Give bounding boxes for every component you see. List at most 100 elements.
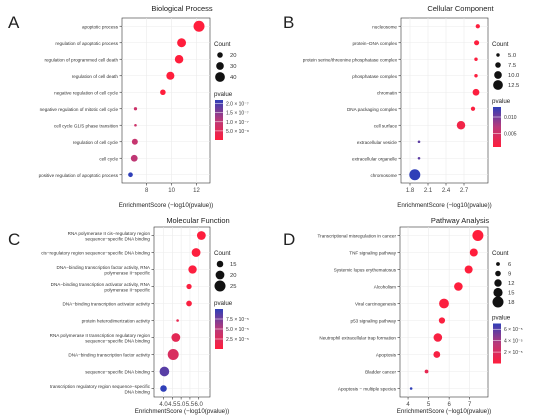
data-point: [133, 107, 138, 111]
data-point: [433, 351, 441, 358]
size-legend-dot: [216, 260, 224, 268]
size-legend-label: 20: [230, 273, 236, 279]
chart-title: Biological Process: [151, 4, 213, 13]
size-legend-label: 7.5: [508, 63, 516, 69]
size-legend-label: 12.5: [508, 83, 519, 89]
colorbar-tick-label: 5.0 × 10⁻⁸: [226, 129, 249, 135]
data-point: [456, 121, 466, 130]
colorbar-tick-label: 6 × 10⁻⁵: [504, 327, 523, 333]
size-legend-title: Count: [214, 250, 231, 257]
y-tick-label: Systemic lupus erythematosus: [334, 268, 397, 273]
color-legend-title: pvalue: [214, 300, 233, 307]
x-tick-label: 12: [193, 188, 200, 194]
size-legend-dot: [214, 280, 226, 292]
data-point: [454, 282, 463, 291]
y-tick-label: sequence−specific DNA binding: [85, 370, 150, 375]
size-legend-label: 15: [508, 291, 514, 297]
size-legend-title: Count: [492, 41, 509, 48]
colorbar-tick-label: 5.0 × 10⁻⁵: [226, 327, 249, 333]
data-point: [130, 154, 138, 162]
x-tick-label: 4: [406, 402, 410, 408]
x-tick-label: 6: [447, 402, 451, 408]
x-tick-label: 2.7: [460, 188, 469, 194]
y-tick-label: phosphatase complex: [352, 74, 397, 79]
panel-b: B Cellular Component 1.8 2.1 2.4 2.7 nucleosom…: [283, 4, 519, 209]
x-tick-label: 5.0: [177, 402, 186, 408]
data-point: [134, 123, 137, 127]
colorbar-tick-label: 4 × 10⁻⁵: [504, 339, 523, 345]
size-legend-label: 6: [508, 262, 511, 268]
size-legend-label: 30: [230, 64, 236, 70]
data-point: [160, 89, 166, 96]
data-point: [167, 349, 179, 360]
y-tick-label: Bladder cancer: [365, 370, 396, 375]
x-tick-label: 8: [145, 188, 149, 194]
size-legend-dot: [217, 52, 223, 58]
y-tick-label: Apoptosis: [376, 353, 397, 358]
size-legend-label: 25: [230, 284, 236, 290]
y-tick-label: cell surface: [374, 123, 398, 128]
y-tick-label: Alcoholism: [374, 285, 396, 290]
data-point: [186, 300, 192, 307]
data-point: [439, 298, 449, 309]
y-tick-label: DNA packaging complex: [347, 107, 398, 112]
size-legend-dot: [492, 296, 504, 308]
data-point: [472, 230, 484, 241]
y-tick-label: transcription regulatory region sequence…: [50, 384, 151, 394]
y-tick-label: regulation of programmed cell death: [44, 57, 118, 62]
color-legend-title: pvalue: [492, 98, 511, 105]
panel-letter: D: [283, 230, 295, 249]
y-tick-label: nucleosome: [372, 24, 397, 29]
size-legend-dot: [493, 80, 503, 90]
colorbar: [493, 323, 501, 364]
y-tick-label: TNF signaling pathway: [349, 251, 396, 256]
y-tick-label: apoptotic process: [82, 24, 119, 29]
data-point: [424, 369, 429, 374]
size-legend-dot: [215, 72, 225, 82]
x-tick-label: 2.1: [424, 188, 433, 194]
plot-area: [121, 17, 211, 184]
size-legend-title: Count: [492, 250, 509, 257]
colorbar-tick-label: 0.005: [504, 132, 517, 138]
y-tick-label: regulation of cell death: [72, 74, 119, 79]
data-point: [131, 138, 138, 145]
data-point: [474, 57, 478, 61]
color-legend-title: pvalue: [492, 315, 511, 322]
y-tick-label: protein−DNA complex: [352, 41, 397, 46]
y-tick-label: Transcriptional misregulation in cancer: [318, 234, 397, 239]
panel-letter: B: [283, 13, 294, 32]
data-point: [191, 248, 201, 257]
data-point: [159, 366, 170, 377]
data-point: [409, 387, 413, 390]
data-point: [174, 55, 184, 64]
y-tick-label: Viral carcinogenesis: [355, 302, 397, 307]
y-tick-label: cis−regulatory region sequence−specific …: [41, 251, 150, 256]
data-point: [188, 265, 197, 274]
y-tick-label: negative regulation of cell cycle: [54, 90, 118, 95]
size-legend-dot: [496, 53, 500, 57]
data-point: [417, 156, 421, 160]
data-point: [433, 333, 443, 342]
size-legend-label: 40: [230, 75, 236, 81]
data-point: [160, 385, 167, 392]
y-tick-label: extracellular organelle: [352, 156, 397, 161]
y-tick-label: positive regulation of apoptotic process: [39, 173, 119, 178]
size-legend-label: 10.0: [508, 73, 519, 79]
data-point: [438, 317, 446, 324]
y-tick-label: protein serine/threonine phosphatase com…: [303, 57, 398, 62]
panel-c: C Molecular Function 4.0 4.5 5.0 5.5 6.0 RNA po…: [8, 216, 249, 415]
data-point: [474, 40, 480, 46]
x-axis-label: EnrichmentScore (−log10(pvalue)): [119, 202, 213, 209]
x-tick-label: 4.0: [159, 402, 168, 408]
chart-title: Pathway Analysis: [431, 216, 490, 225]
size-legend-label: 5.0: [508, 53, 516, 59]
x-tick-label: 7: [468, 402, 472, 408]
x-tick-label: 1.8: [406, 188, 415, 194]
y-tick-label: chromatin: [377, 90, 398, 95]
y-tick-label: extracellular vesicle: [357, 140, 398, 145]
x-tick-label: 4.5: [168, 402, 177, 408]
panel-letter: C: [8, 230, 20, 249]
x-axis-label: EnrichmentScore (−log10(pvalue)): [135, 408, 229, 415]
data-point: [128, 172, 133, 178]
data-point: [177, 38, 187, 48]
